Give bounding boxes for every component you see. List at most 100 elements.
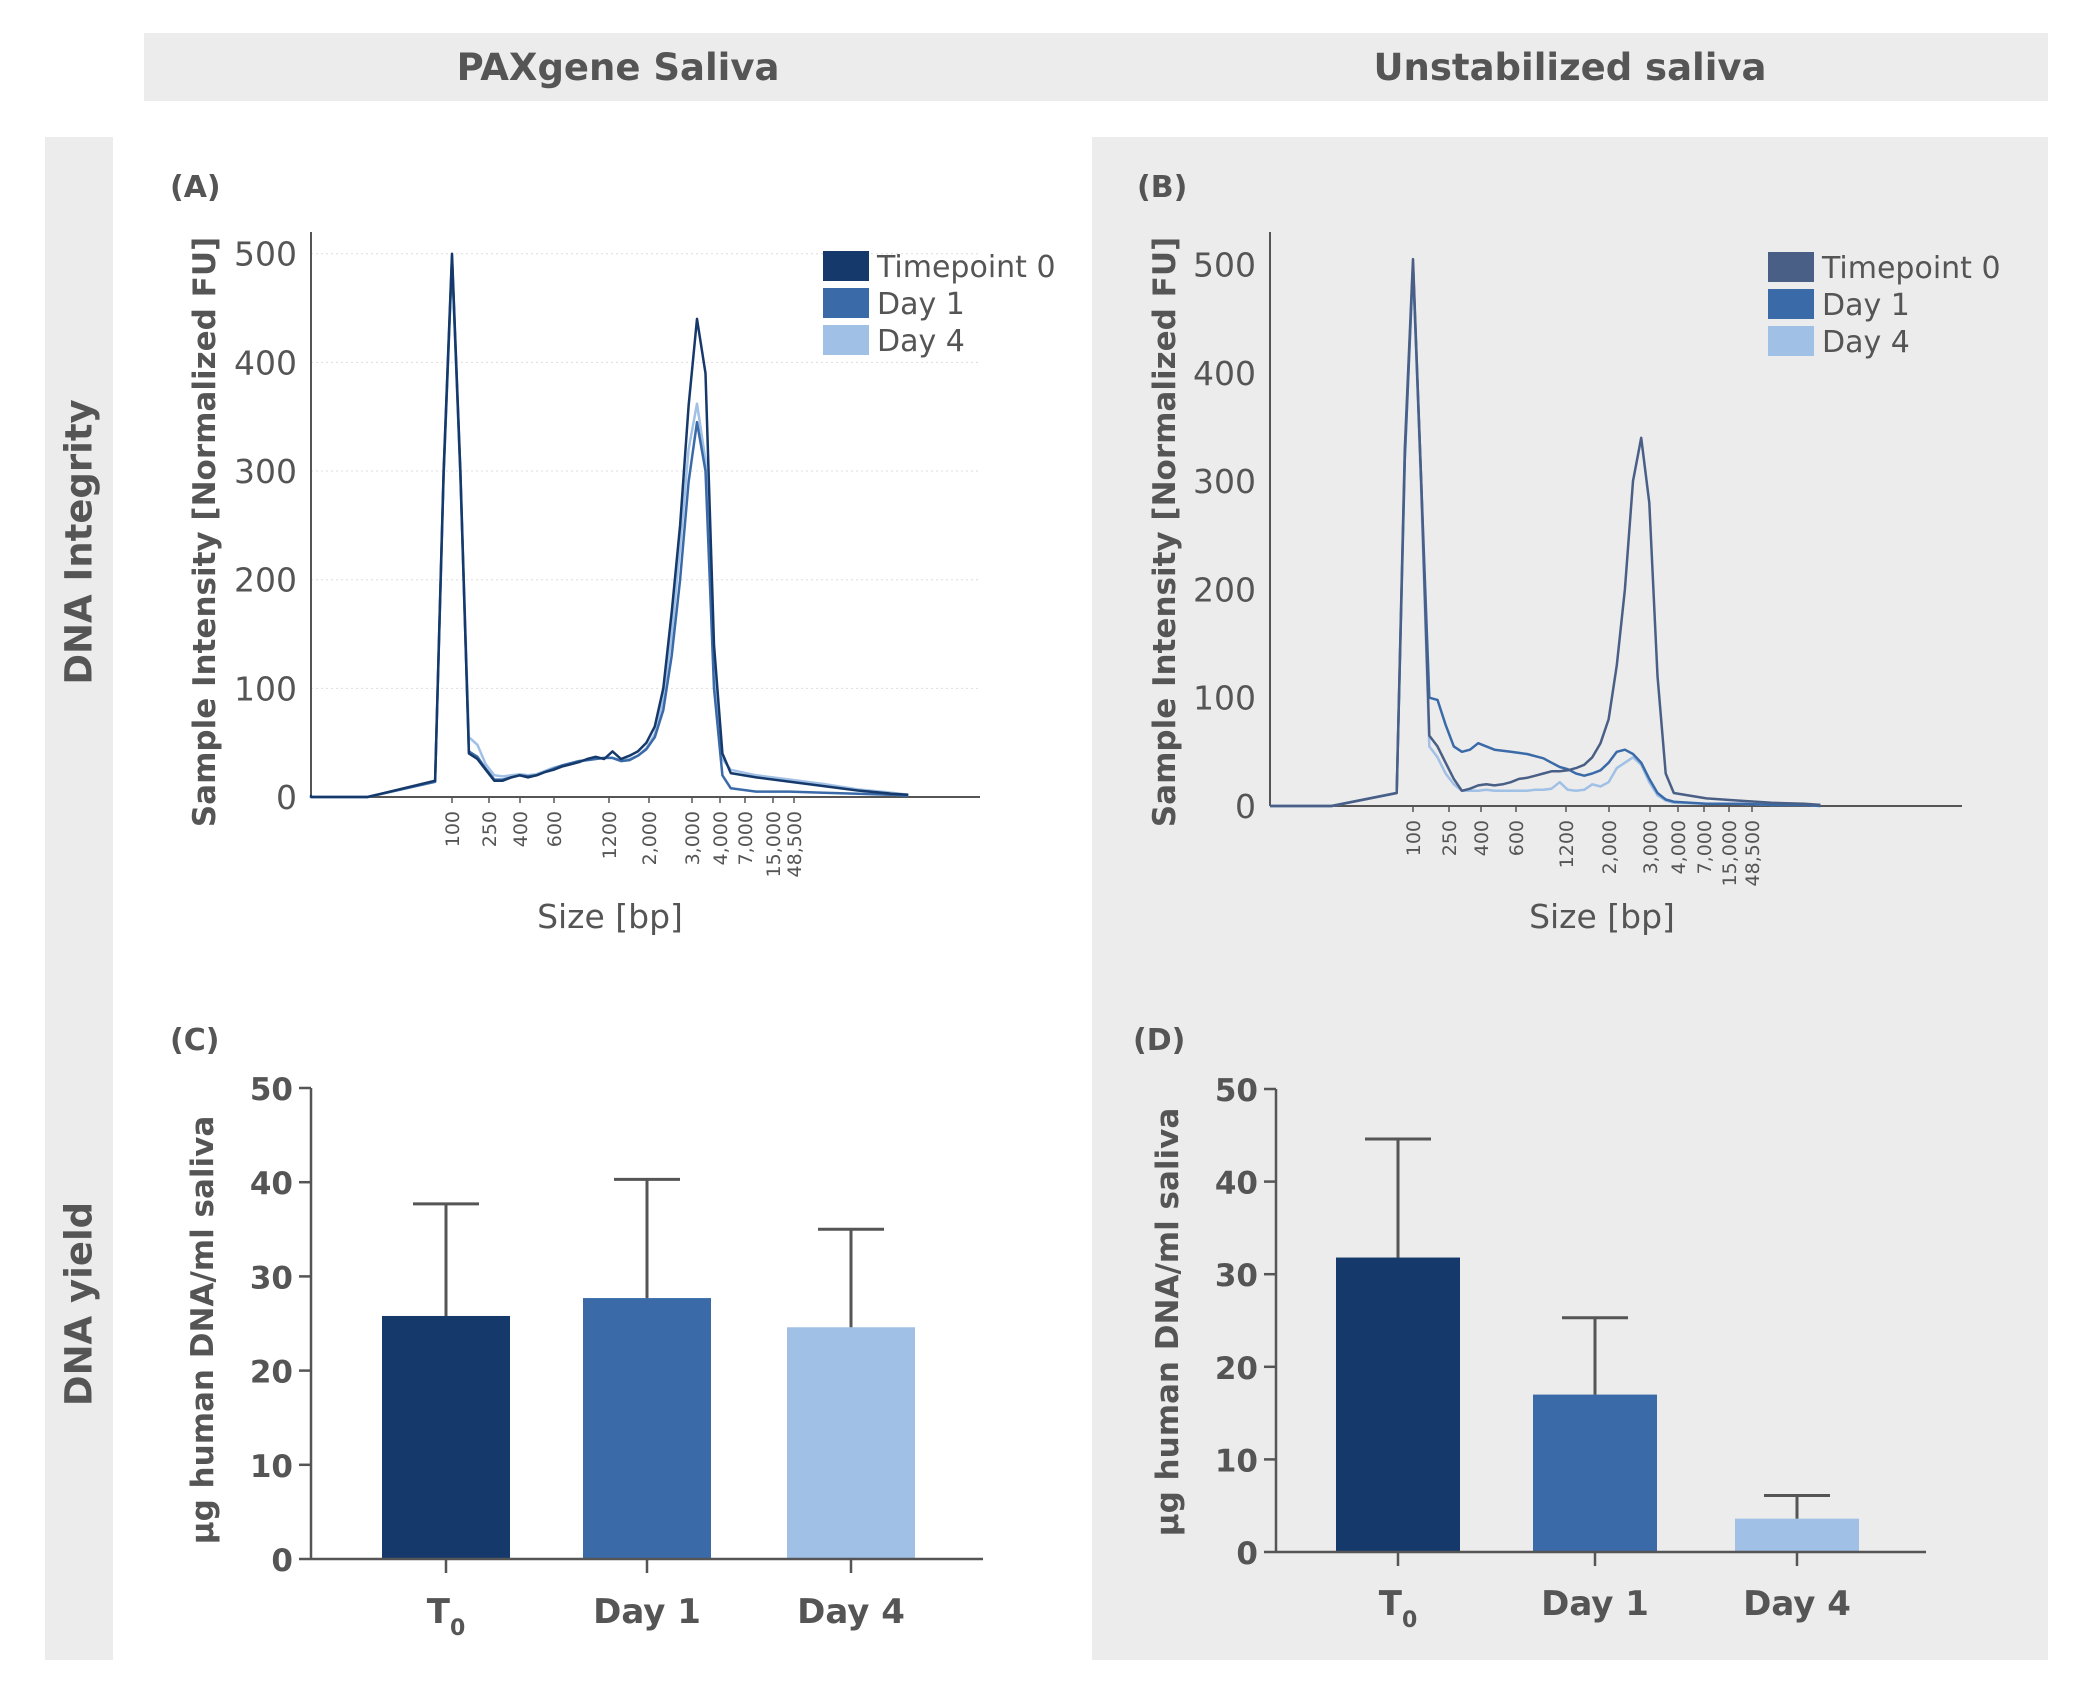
category-label: T0 bbox=[427, 1592, 466, 1641]
category-label: T0 bbox=[1379, 1584, 1418, 1633]
legend-swatch bbox=[823, 251, 869, 281]
y-tick-label: 10 bbox=[250, 1449, 293, 1485]
legend-label: Timepoint 0 bbox=[1821, 251, 2001, 286]
y-axis-title: Sample Intensity [Normalized FU] bbox=[1147, 237, 1183, 827]
series-line-day-1 bbox=[1270, 263, 1821, 808]
x-tick-label: 1200 bbox=[1556, 820, 1578, 868]
legend-label: Day 1 bbox=[1822, 288, 1910, 323]
category-label: Day 1 bbox=[1541, 1584, 1649, 1624]
legend-label: Day 4 bbox=[1822, 325, 1910, 360]
x-tick-label: 250 bbox=[479, 811, 501, 847]
y-tick-label: 0 bbox=[1235, 787, 1256, 826]
x-tick-label: 7,000 bbox=[735, 811, 757, 865]
category-label: Day 4 bbox=[797, 1592, 905, 1632]
legend-swatch bbox=[823, 325, 869, 355]
panel-label-C: (C) bbox=[170, 1023, 219, 1058]
y-tick-label: 0 bbox=[276, 778, 297, 817]
y-axis-title: µg human DNA/ml saliva bbox=[185, 1116, 221, 1544]
legend-swatch bbox=[1768, 252, 1814, 282]
x-tick-label: 15,000 bbox=[1719, 820, 1741, 886]
x-tick-label: 250 bbox=[1439, 820, 1461, 856]
x-tick-label: 100 bbox=[442, 811, 464, 847]
category-label-main: T bbox=[1379, 1584, 1403, 1624]
legend-swatch bbox=[1768, 326, 1814, 356]
header-unstabilized: Unstabilized saliva bbox=[1092, 33, 2048, 101]
series-line-day-1 bbox=[311, 257, 909, 799]
y-tick-label: 10 bbox=[1215, 1443, 1258, 1479]
legend-label: Day 4 bbox=[877, 324, 965, 359]
category-label-main: Day 4 bbox=[797, 1592, 905, 1632]
y-tick-label: 100 bbox=[1193, 679, 1256, 718]
category-label: Day 1 bbox=[593, 1592, 701, 1632]
bar bbox=[1533, 1394, 1657, 1552]
y-tick-label: 100 bbox=[234, 669, 297, 708]
x-tick-label: 2,000 bbox=[639, 811, 661, 865]
series-line-timepoint-0 bbox=[1270, 257, 1821, 808]
y-tick-label: 400 bbox=[1193, 354, 1256, 393]
x-tick-label: 7,000 bbox=[1694, 820, 1716, 874]
y-tick-label: 400 bbox=[234, 343, 297, 382]
x-tick-label: 100 bbox=[1403, 820, 1425, 856]
y-tick-label: 0 bbox=[271, 1543, 293, 1579]
bar bbox=[1735, 1518, 1859, 1552]
y-tick-label: 40 bbox=[1215, 1166, 1258, 1202]
legend-label: Day 1 bbox=[877, 287, 965, 322]
y-tick-label: 500 bbox=[234, 235, 297, 274]
bar bbox=[787, 1327, 915, 1559]
category-label-subscript: 0 bbox=[1402, 1608, 1417, 1633]
legend-label: Timepoint 0 bbox=[876, 250, 1056, 285]
y-tick-label: 200 bbox=[234, 561, 297, 600]
x-tick-label: 600 bbox=[544, 811, 566, 847]
y-axis-title: Sample Intensity [Normalized FU] bbox=[187, 237, 223, 827]
y-tick-label: 30 bbox=[250, 1260, 293, 1296]
bar bbox=[1336, 1257, 1460, 1552]
y-tick-label: 0 bbox=[1236, 1536, 1258, 1572]
x-tick-label: 600 bbox=[1506, 820, 1528, 856]
x-tick-label: 3,000 bbox=[1640, 820, 1662, 874]
series-line-timepoint-0 bbox=[309, 252, 909, 799]
category-label-main: Day 1 bbox=[1541, 1584, 1649, 1624]
category-label-main: T bbox=[427, 1592, 451, 1632]
legend-swatch bbox=[823, 288, 869, 318]
y-tick-label: 50 bbox=[1215, 1073, 1258, 1109]
y-tick-label: 20 bbox=[250, 1355, 293, 1391]
y-tick-label: 300 bbox=[1193, 462, 1256, 501]
panel-label-B: (B) bbox=[1137, 170, 1187, 205]
category-label-main: Day 1 bbox=[593, 1592, 701, 1632]
x-tick-label: 4,000 bbox=[1668, 820, 1690, 874]
series-line-day-4 bbox=[1270, 263, 1821, 808]
x-tick-label: 48,500 bbox=[784, 811, 806, 877]
row-label-dna-yield: DNA yield bbox=[45, 947, 113, 1660]
x-tick-label: 48,500 bbox=[1742, 820, 1764, 886]
y-tick-label: 300 bbox=[234, 452, 297, 491]
x-tick-label: 3,000 bbox=[682, 811, 704, 865]
x-tick-label: 400 bbox=[510, 811, 532, 847]
header-paxgene: PAXgene Saliva bbox=[144, 33, 1092, 101]
x-tick-label: 2,000 bbox=[1599, 820, 1621, 874]
x-axis-title: Size [bp] bbox=[1529, 897, 1675, 936]
series-line-day-4 bbox=[311, 254, 909, 799]
category-label: Day 4 bbox=[1743, 1584, 1851, 1624]
legend-swatch bbox=[1768, 289, 1814, 319]
x-tick-label: 1200 bbox=[599, 811, 621, 859]
bar bbox=[382, 1315, 510, 1559]
x-axis-title: Size [bp] bbox=[537, 897, 683, 936]
y-tick-label: 40 bbox=[250, 1166, 293, 1202]
y-tick-label: 30 bbox=[1215, 1258, 1258, 1294]
y-tick-label: 200 bbox=[1193, 570, 1256, 609]
x-tick-label: 4,000 bbox=[710, 811, 732, 865]
x-tick-label: 15,000 bbox=[763, 811, 785, 877]
row-label-dna-integrity: DNA Integrity bbox=[45, 137, 113, 947]
y-tick-label: 20 bbox=[1215, 1351, 1258, 1387]
category-label-subscript: 0 bbox=[450, 1616, 465, 1641]
category-label-main: Day 4 bbox=[1743, 1584, 1851, 1624]
chart-B: (B) 0 100 200 300 400 500 100 250 400 600 1200 2,000… bbox=[1137, 170, 2001, 936]
panel-label-A: (A) bbox=[170, 170, 221, 205]
x-tick-label: 400 bbox=[1471, 820, 1493, 856]
y-axis-title: µg human DNA/ml saliva bbox=[1150, 1108, 1186, 1536]
panel-label-D: (D) bbox=[1133, 1023, 1185, 1058]
bar bbox=[583, 1298, 711, 1559]
